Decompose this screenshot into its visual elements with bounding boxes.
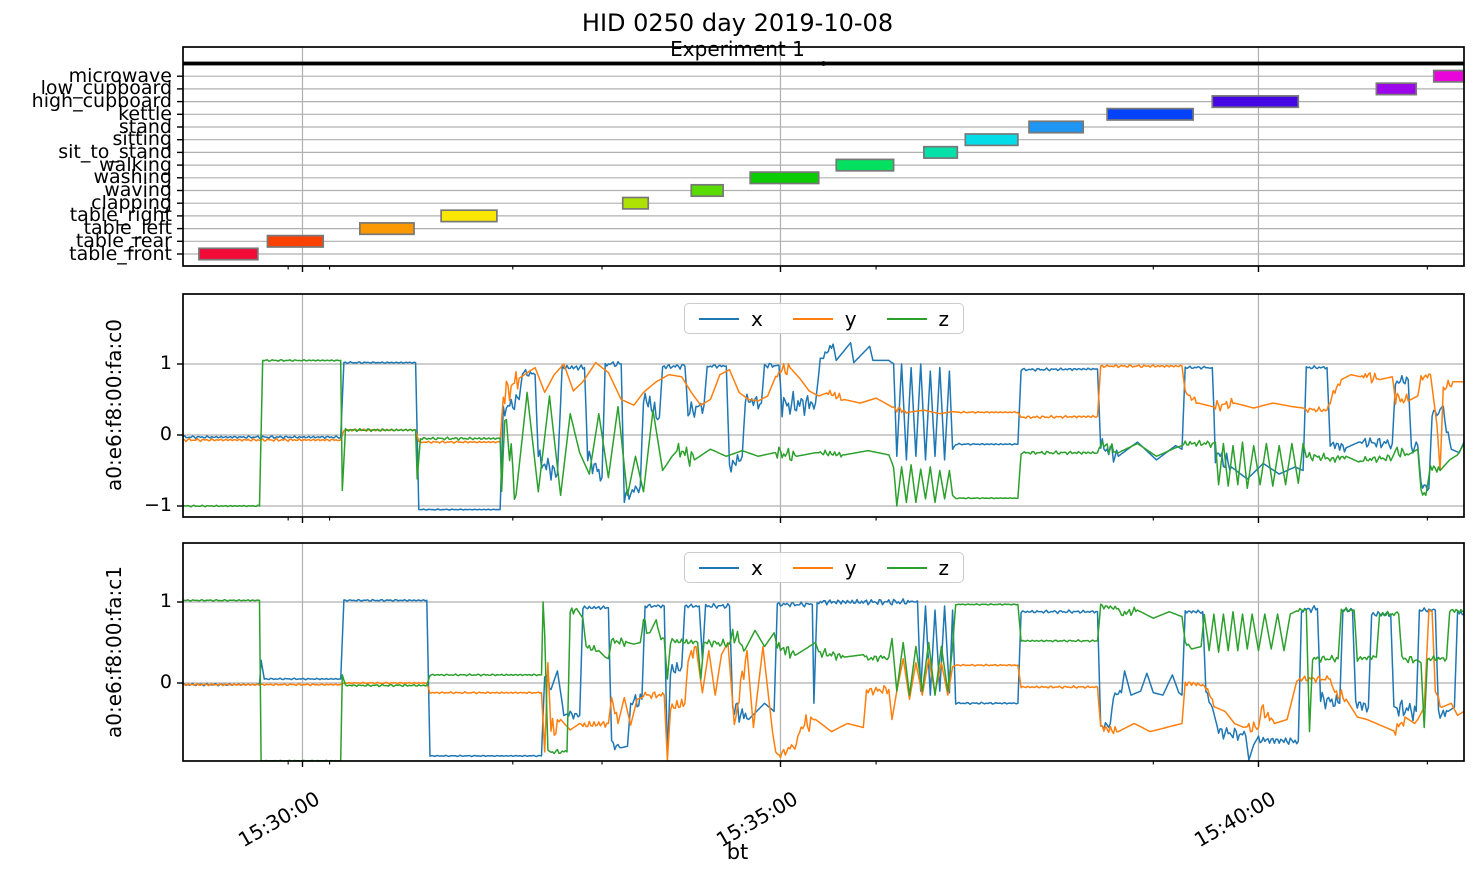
- gantt-axes-border: [182, 46, 1465, 267]
- activity-bar-washing: [749, 171, 820, 185]
- ylabel-sensor-c0: a0:e6:f8:00:fa:c0: [102, 319, 126, 491]
- activity-bar-walking: [835, 158, 895, 172]
- ytick-label-sitting: sitting: [112, 128, 172, 151]
- ytick-label-c1-0: 0: [159, 671, 172, 693]
- legend-line-x: [699, 566, 739, 569]
- sensor-plot-1-series-group: [183, 598, 1464, 761]
- legend-line-z: [886, 566, 927, 569]
- ytick-label-table_rear: table_rear: [75, 229, 172, 252]
- series-line-x-c0: [183, 341, 1464, 511]
- activity-bar-waving: [690, 183, 724, 198]
- ytick-label-microwave: microwave: [68, 64, 172, 87]
- ytick-label-c0-−1: −1: [143, 494, 172, 516]
- activity-bar-low_cupboard: [1375, 82, 1418, 96]
- sensor-plot-0-border: [182, 293, 1465, 518]
- legend-label-z: z: [938, 306, 950, 331]
- sensor-plot-1-border: [182, 542, 1465, 762]
- ytick-label-stand: stand: [118, 115, 172, 138]
- legend-entry-z: z: [886, 306, 950, 331]
- activity-bar-high_cupboard: [1211, 95, 1300, 109]
- activity-bar-sit_to_stand: [923, 145, 959, 159]
- ytick-label-low_cupboard: low_cupboard: [40, 77, 172, 100]
- activity-bar-kettle: [1106, 107, 1194, 121]
- gantt-title: Experiment 1: [670, 37, 805, 61]
- activity-bar-table_front: [198, 247, 259, 261]
- legend-label-z: z: [938, 555, 950, 580]
- ytick-label-table_front: table_front: [69, 242, 172, 265]
- legend-line-x: [699, 317, 739, 320]
- legend-line-y: [792, 317, 833, 320]
- activity-bar-table_left: [359, 222, 415, 236]
- legend-label-x: x: [751, 306, 763, 331]
- activity-bar-table_rear: [266, 234, 325, 248]
- activity-bar-clapping: [621, 196, 650, 210]
- activity-bar-sitting: [964, 133, 1019, 147]
- xlabel: bt: [726, 840, 749, 864]
- ytick-label-table_right: table_right: [69, 204, 172, 227]
- activity-bar-table_right: [440, 209, 498, 223]
- legend-line-y: [792, 566, 833, 569]
- ytick-label-sit_to_stand: sit_to_stand: [58, 140, 172, 163]
- legend-line-z: [886, 317, 927, 320]
- legend-entry-x: x: [699, 309, 763, 329]
- experiment-marker-dot: [821, 61, 826, 66]
- ytick-label-walking: walking: [99, 153, 172, 176]
- series-line-z-c0: [183, 358, 1464, 508]
- activity-bar-stand: [1028, 120, 1085, 134]
- ytick-label-washing: washing: [93, 166, 172, 189]
- activity-bar-microwave: [1432, 69, 1465, 83]
- ytick-label-c0-0: 0: [159, 423, 172, 445]
- legend-entry-y: y: [792, 555, 857, 580]
- ytick-label-waving: waving: [104, 179, 172, 201]
- ytick-label-c1-1: 1: [159, 590, 172, 612]
- legend-sensor-c0: x y z: [684, 303, 964, 334]
- ytick-label-c0-1: 1: [159, 352, 172, 374]
- legend-sensor-c1: x y z: [684, 552, 964, 583]
- legend-label-x: x: [751, 555, 763, 580]
- ytick-label-table_left: table_left: [83, 217, 172, 240]
- series-line-y-c1: [183, 609, 1464, 761]
- legend-entry-z: z: [886, 555, 950, 580]
- series-line-z-c1: [183, 598, 1464, 761]
- ytick-label-high_cupboard: high_cupboard: [31, 90, 172, 113]
- legend-label-y: y: [844, 555, 857, 580]
- ytick-label-kettle: kettle: [118, 102, 172, 125]
- figure-title: HID 0250 day 2019-10-08: [581, 9, 894, 37]
- sensor-plot-0-series-group: [183, 341, 1464, 511]
- ylabel-sensor-c1: a0:e6:f8:00:fa:c1: [102, 566, 126, 738]
- legend-entry-y: y: [792, 306, 857, 331]
- ytick-label-clapping: clapping: [91, 191, 172, 214]
- legend-entry-x: x: [699, 558, 763, 578]
- legend-label-y: y: [844, 306, 857, 331]
- series-line-x-c1: [183, 598, 1464, 761]
